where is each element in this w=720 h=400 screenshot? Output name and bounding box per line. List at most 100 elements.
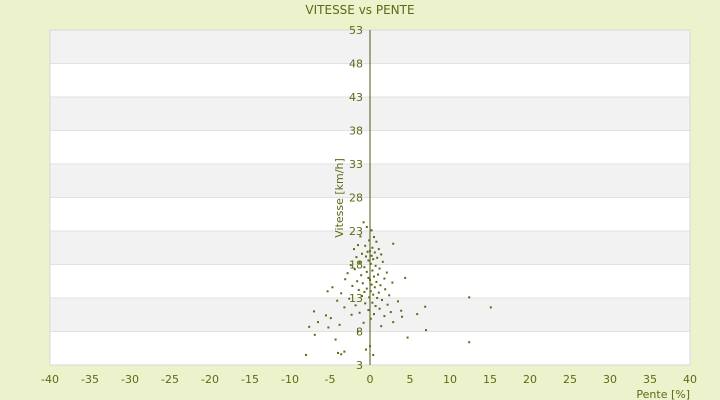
data-point: [371, 246, 374, 249]
x-tick-label: 20: [523, 373, 537, 386]
data-point: [369, 262, 372, 265]
data-point: [378, 267, 381, 270]
data-point: [365, 287, 368, 290]
data-point: [340, 353, 343, 356]
data-point: [343, 350, 346, 353]
data-point: [424, 305, 427, 308]
data-point: [381, 260, 384, 263]
y-tick-label: 28: [349, 192, 363, 205]
data-point: [308, 325, 311, 328]
data-point: [391, 281, 394, 284]
y-tick-label: 53: [349, 24, 363, 37]
data-point: [369, 290, 372, 293]
data-point: [379, 284, 382, 287]
data-point: [365, 255, 367, 258]
data-point: [369, 317, 372, 320]
data-point: [383, 277, 386, 280]
data-point: [371, 301, 374, 304]
data-point: [358, 311, 361, 314]
data-point: [365, 270, 368, 273]
y-tick-label: 48: [349, 58, 363, 71]
data-point: [348, 297, 351, 300]
data-point: [375, 280, 378, 283]
data-point: [349, 264, 352, 267]
data-point: [375, 240, 378, 243]
x-tick-label: 0: [367, 373, 374, 386]
data-point: [383, 315, 386, 318]
data-point: [313, 333, 316, 336]
data-point: [380, 325, 383, 328]
x-tick-label: 40: [683, 373, 697, 386]
data-point: [377, 273, 379, 276]
data-point: [372, 258, 375, 261]
x-tick-label: 25: [563, 373, 577, 386]
data-point: [364, 302, 367, 305]
data-point: [378, 307, 381, 310]
data-point: [362, 321, 365, 324]
data-point: [353, 248, 355, 251]
y-tick-label: 33: [349, 158, 363, 171]
data-point: [337, 351, 339, 354]
x-tick-labels: -40 -35 -30 -25 -20 -15 -10 -5 0 5 10 15 20 25 30 35 40: [41, 373, 697, 386]
data-point: [351, 284, 354, 287]
data-point: [373, 236, 375, 239]
data-point: [364, 244, 367, 247]
data-point: [369, 345, 371, 348]
data-point: [425, 329, 427, 332]
data-point: [385, 271, 388, 274]
data-point: [325, 314, 327, 317]
data-point: [365, 225, 368, 228]
x-tick-label: 15: [483, 373, 497, 386]
data-point: [380, 253, 383, 256]
data-point: [372, 293, 375, 296]
data-point: [340, 292, 343, 295]
x-tick-label: -10: [281, 373, 299, 386]
data-point: [346, 272, 349, 275]
x-tick-label: -5: [325, 373, 336, 386]
data-point: [373, 286, 376, 289]
data-point: [365, 348, 367, 351]
data-point: [386, 303, 389, 306]
data-point: [376, 297, 379, 299]
data-point: [360, 274, 363, 277]
x-tick-label: 5: [407, 373, 414, 386]
data-point: [367, 259, 370, 262]
data-point: [305, 353, 307, 356]
x-tick-label: 30: [603, 373, 617, 386]
data-point: [313, 310, 315, 313]
data-point: [362, 221, 365, 224]
y-tick-label: 18: [349, 259, 363, 272]
y-tick-label: 8: [356, 326, 363, 339]
data-point: [401, 315, 403, 318]
data-point: [329, 317, 332, 320]
x-tick-label: -35: [81, 373, 99, 386]
data-point: [369, 278, 371, 281]
y-axis-label: Vitesse [km/h]: [333, 158, 346, 238]
x-tick-label: -30: [121, 373, 139, 386]
data-point: [377, 248, 380, 251]
data-point: [376, 256, 379, 259]
data-point: [338, 323, 341, 326]
data-point: [357, 330, 359, 333]
chart-title: VITESSE vs PENTE: [305, 3, 414, 17]
data-point: [368, 296, 371, 299]
data-point: [384, 288, 387, 291]
data-point: [468, 341, 471, 344]
data-point: [361, 252, 363, 255]
data-point: [354, 304, 357, 307]
data-point: [369, 250, 371, 253]
data-point: [359, 235, 362, 238]
data-point: [355, 256, 358, 259]
data-point: [361, 294, 363, 297]
x-tick-label: -25: [161, 373, 179, 386]
data-point: [363, 290, 366, 293]
data-point: [336, 299, 339, 302]
y-tick-label: 38: [349, 125, 363, 138]
data-point: [357, 244, 359, 247]
data-point: [356, 280, 359, 283]
data-point: [331, 286, 334, 289]
data-point: [368, 239, 371, 242]
data-point: [397, 300, 399, 303]
